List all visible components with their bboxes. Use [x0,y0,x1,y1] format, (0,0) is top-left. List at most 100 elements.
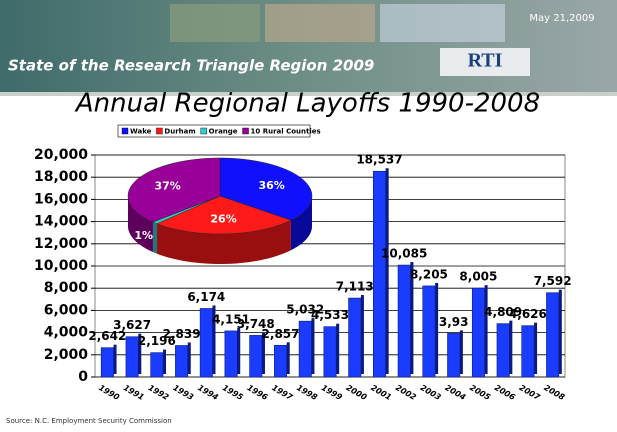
x-tick-label: 2005 [468,383,492,402]
bar [150,352,164,378]
bar [323,326,337,378]
x-tick-label: 2003 [419,383,443,402]
legend-swatch [121,127,129,135]
bar-side [212,305,216,374]
bar-side [237,327,241,374]
pie-label: 1% [134,229,153,242]
legend-swatch [200,127,207,135]
bar-side [385,168,389,374]
value-label: 4,151 [212,312,250,326]
bar [521,325,535,378]
bar-side [286,342,290,374]
x-tick-label: 1991 [122,383,146,402]
pie-slice [219,157,313,221]
bar-side [336,323,340,374]
legend-label: 10 Rural Counties [251,128,321,136]
bar-side [484,285,488,374]
pie-side [157,220,291,264]
value-label: 2,839 [163,327,201,341]
slide-header: State of the Research Triangle Region 20… [8,57,374,75]
bar [298,320,312,378]
bar [546,292,560,378]
bar [249,335,263,378]
logo: RTI [468,50,503,72]
x-tick-label: 1998 [295,383,319,402]
legend-label: Durham [164,128,195,136]
x-tick-label: 1996 [246,383,270,402]
value-label: 5,032 [286,303,324,317]
x-tick-label: 2004 [443,383,467,402]
pie-label: 26% [210,213,236,226]
value-label: 3,748 [237,317,275,331]
bar-side [261,332,265,374]
pie-slice [152,195,221,224]
legend-label: Orange [209,128,238,136]
source-note: Source: N.C. Employment Security Commiss… [6,417,172,425]
value-label: 2,642 [88,329,126,343]
y-tick-label: 4,000 [44,325,89,341]
header-date: May 21,2009 [529,13,594,24]
banner-photo [380,4,505,42]
pie-side [290,196,312,251]
y-tick-label: 0 [78,369,88,385]
x-tick-label: 1990 [97,383,121,402]
bar-side [459,330,463,374]
y-tick-label: 8,000 [44,280,89,296]
pie-side-shade [157,220,291,264]
x-tick-label: 1999 [320,383,344,402]
value-label: 7,592 [534,274,572,288]
value-label: 4,533 [311,308,349,322]
bar-side [435,282,439,374]
value-label: 2,196 [138,334,176,348]
x-tick-label: 1993 [171,383,195,402]
legend-swatch [242,127,249,135]
x-tick-label: 2006 [493,383,517,402]
y-tick-label: 18,000 [34,169,88,185]
value-label: 3,627 [113,318,151,332]
bar-side [138,333,142,374]
bar [496,323,510,378]
bar [447,333,461,378]
y-tick-label: 20,000 [34,147,88,163]
bar-side [113,344,117,374]
x-tick-label: 2007 [518,383,542,402]
bar [175,345,189,378]
y-tick-label: 10,000 [34,258,88,274]
x-tick-label: 2008 [542,383,566,402]
bar [348,297,362,378]
value-label: 8,205 [410,267,448,281]
value-label: 8,005 [459,270,497,284]
logo-box [440,48,530,76]
bar [372,170,386,378]
bar [125,336,139,378]
bar-side [558,289,562,374]
bar-side [163,349,167,374]
value-label: 4,626 [509,307,547,321]
bar [224,330,238,378]
bar-side [410,262,414,374]
x-tick-label: 2002 [394,383,418,402]
bar-side [187,342,191,374]
bar-side [311,318,315,374]
pie-slice [156,195,292,235]
value-label: 18,537 [356,153,402,167]
value-label: 7,113 [336,280,374,294]
value-label: 2,857 [262,327,300,341]
pie-side-shade [290,196,312,251]
y-tick-label: 14,000 [34,214,88,230]
x-tick-label: 1992 [147,383,171,402]
bar-side [534,322,538,374]
value-label: 10,085 [381,247,427,261]
bar [471,287,485,378]
value-label: 6,174 [187,290,225,304]
bar-side [509,320,513,374]
banner-rule [0,92,617,96]
pie-side [152,222,158,254]
x-tick-label: 1997 [270,383,294,402]
value-label: 4,809 [484,305,522,319]
bar [397,264,411,378]
legend-box [117,124,311,138]
chart-title: Annual Regional Layoffs 1990-2008 [74,89,540,119]
pie-label: 37% [154,180,180,193]
